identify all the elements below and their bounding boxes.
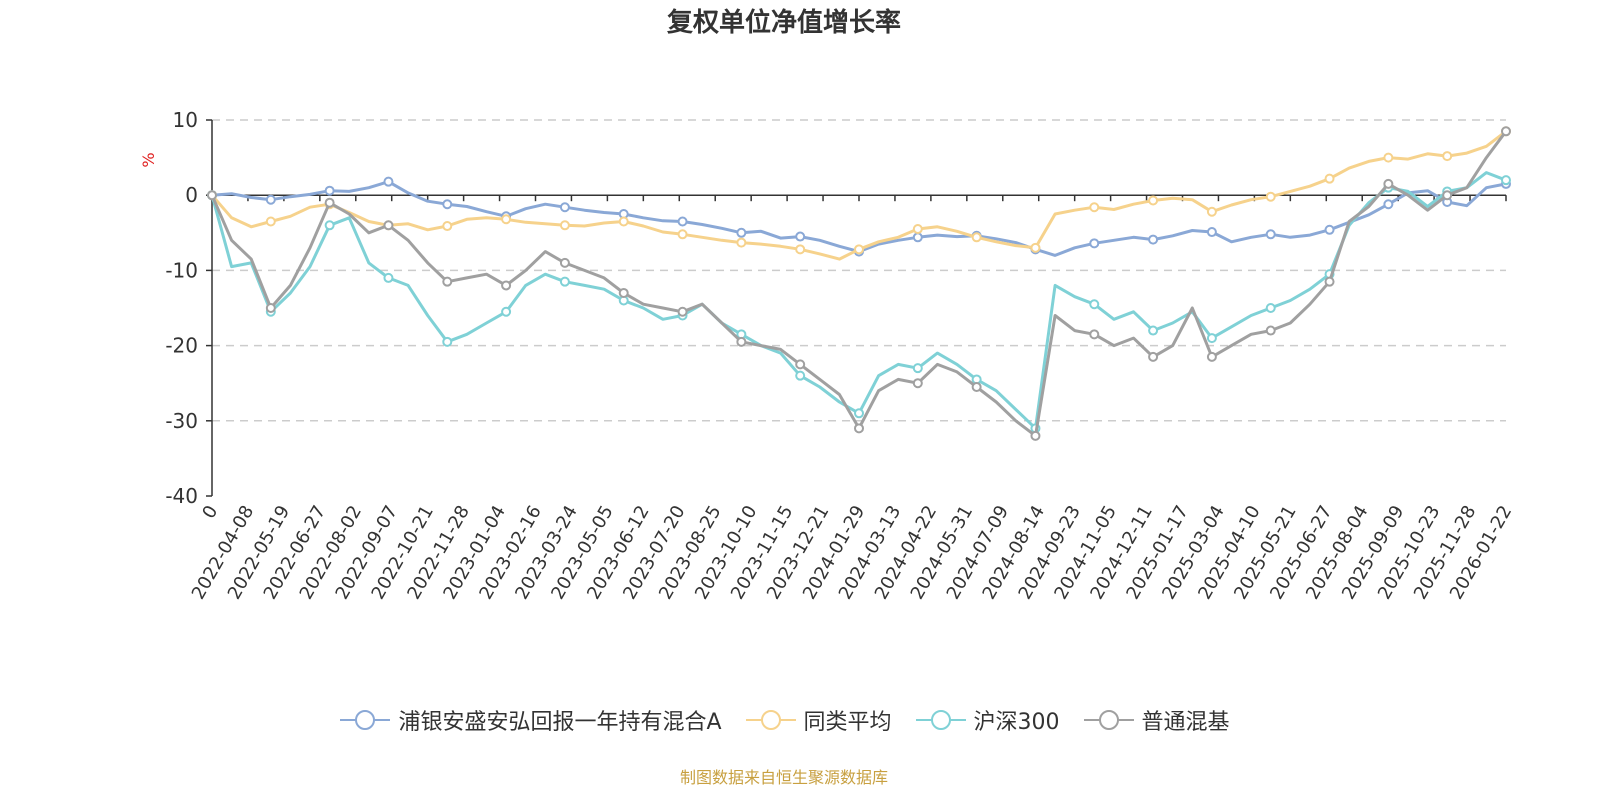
data-point (1148, 234, 1159, 245)
data-point (324, 197, 335, 208)
data-point (501, 280, 512, 291)
legend-label: 浦银安盛安弘回报一年持有混合A (398, 710, 722, 735)
data-point (677, 216, 688, 227)
data-point (1089, 238, 1100, 249)
y-tick-label: -40 (165, 484, 198, 508)
data-point (1501, 126, 1511, 137)
legend-label: 同类平均 (803, 710, 892, 735)
data-point (854, 244, 864, 255)
axes: 100-10-20-30-4002022-04-082022-05-192022… (165, 108, 1516, 603)
data-point (442, 221, 453, 232)
data-point (1324, 224, 1335, 235)
data-point (559, 257, 570, 268)
data-point (1030, 430, 1041, 441)
data-point (265, 194, 276, 205)
data-point (736, 227, 747, 238)
source-note: 制图数据来自恒生聚源数据库 (679, 768, 888, 787)
data-point (1148, 325, 1159, 336)
data-point (265, 303, 276, 313)
data-point (383, 220, 394, 231)
data-point (795, 231, 806, 242)
data-point (618, 216, 629, 227)
data-point (1442, 190, 1453, 201)
legend-label: 普通混基 (1141, 710, 1230, 735)
data-point (1206, 227, 1217, 238)
data-point (795, 244, 806, 255)
legend-marker-icon (340, 710, 391, 730)
data-point (1089, 202, 1100, 213)
data-point (1383, 199, 1394, 210)
y-tick-label: 10 (173, 108, 198, 132)
data-point (1501, 175, 1511, 186)
y-tick-label: -20 (165, 334, 198, 358)
data-point (912, 378, 923, 389)
y-axis-unit: % (139, 152, 158, 167)
legend-marker-icon (745, 710, 796, 730)
data-point (324, 220, 335, 231)
data-point (265, 216, 276, 227)
data-point (677, 229, 688, 240)
data-point (795, 370, 806, 381)
data-point (912, 363, 923, 374)
data-point (971, 232, 982, 243)
data-point (501, 306, 512, 317)
data-point (677, 306, 688, 317)
x-tick-label: 0 (198, 502, 222, 522)
legend-marker-icon (915, 710, 966, 730)
data-point (442, 336, 453, 347)
data-point (383, 272, 394, 283)
data-point (736, 336, 747, 347)
legend-item[interactable]: 同类平均 (744, 704, 892, 736)
data-point (1030, 242, 1041, 253)
data-point (559, 276, 570, 287)
legend-item[interactable]: 沪深300 (914, 704, 1060, 736)
data-point (1148, 195, 1159, 206)
data-point (1089, 329, 1100, 340)
data-point (1265, 325, 1276, 336)
line-chart: 100-10-20-30-4002022-04-082022-05-192022… (139, 108, 1516, 603)
data-point (1206, 206, 1217, 217)
data-point (207, 190, 217, 201)
data-point (1324, 276, 1335, 287)
legend-marker-icon (1083, 710, 1134, 730)
data-point (442, 276, 453, 287)
data-point (559, 220, 570, 231)
data-point (383, 176, 394, 187)
data-point (559, 202, 570, 213)
data-point (1265, 191, 1276, 202)
series-layer (207, 126, 1511, 441)
y-tick-label: -10 (165, 258, 198, 282)
data-point (1206, 333, 1217, 344)
data-point (912, 232, 923, 243)
y-tick-label: -30 (165, 409, 198, 433)
data-point (442, 199, 453, 210)
data-point (618, 287, 629, 298)
data-point (324, 185, 335, 196)
grid-lines (212, 119, 1506, 422)
data-point (1148, 351, 1159, 362)
data-point (1089, 299, 1100, 310)
data-point (501, 214, 512, 225)
data-point (736, 237, 747, 248)
chart-title: 复权单位净值增长率 (666, 8, 901, 38)
data-point (1324, 173, 1335, 184)
data-point (1265, 303, 1276, 313)
legend: 浦银安盛安弘回报一年持有混合A 同类平均 沪深300 普通混基 (0, 704, 1568, 736)
data-point (912, 224, 923, 235)
data-point (1383, 152, 1394, 163)
data-point (854, 408, 864, 419)
data-point (854, 423, 864, 434)
data-point (1265, 229, 1276, 240)
legend-item[interactable]: 浦银安盛安弘回报一年持有混合A (338, 704, 722, 736)
data-point (1442, 151, 1453, 162)
legend-item[interactable]: 普通混基 (1082, 704, 1230, 736)
data-point (795, 359, 806, 370)
data-point (971, 381, 982, 392)
y-tick-label: 0 (185, 183, 198, 207)
data-point (1383, 178, 1394, 189)
legend-label: 沪深300 (973, 710, 1060, 735)
data-point (1206, 351, 1217, 362)
